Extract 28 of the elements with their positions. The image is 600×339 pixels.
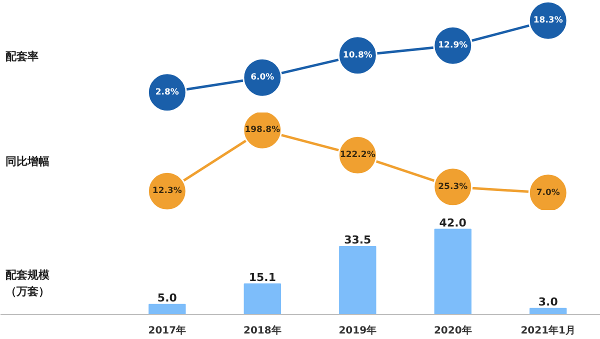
x-tick-label: 2019年 — [338, 324, 377, 336]
data-label: 3.0 — [538, 295, 558, 308]
y-axis-title: 配套规模（万套） — [5, 268, 50, 298]
data-label: 5.0 — [157, 291, 178, 304]
y-axis-title: 配套率 — [5, 50, 38, 63]
bar — [434, 228, 472, 314]
data-label: 2.8% — [155, 87, 180, 98]
data-label: 7.0% — [536, 188, 560, 198]
data-label: 18.3% — [533, 16, 564, 26]
data-label: 42.0 — [439, 216, 467, 230]
data-label: 15.1 — [248, 270, 276, 284]
y-axis-title: 同比增幅 — [5, 155, 50, 168]
data-label: 33.5 — [344, 234, 372, 247]
data-label: 12.9% — [438, 40, 468, 51]
bar — [339, 246, 376, 314]
data-label: 122.2% — [340, 150, 376, 160]
x-tick-label: 2017年 — [148, 324, 186, 336]
x-tick-label: 2018年 — [243, 324, 282, 336]
data-label: 12.3% — [152, 186, 182, 196]
data-label: 198.8% — [244, 125, 281, 136]
bar — [244, 283, 281, 314]
bar — [148, 304, 186, 314]
x-tick-label: 2020年 — [434, 324, 472, 336]
bar — [530, 308, 567, 314]
data-label: 10.8% — [342, 50, 373, 60]
data-label: 6.0% — [250, 72, 275, 83]
x-tick-label: 2021年1月 — [520, 324, 576, 336]
data-label: 25.3% — [438, 182, 468, 192]
